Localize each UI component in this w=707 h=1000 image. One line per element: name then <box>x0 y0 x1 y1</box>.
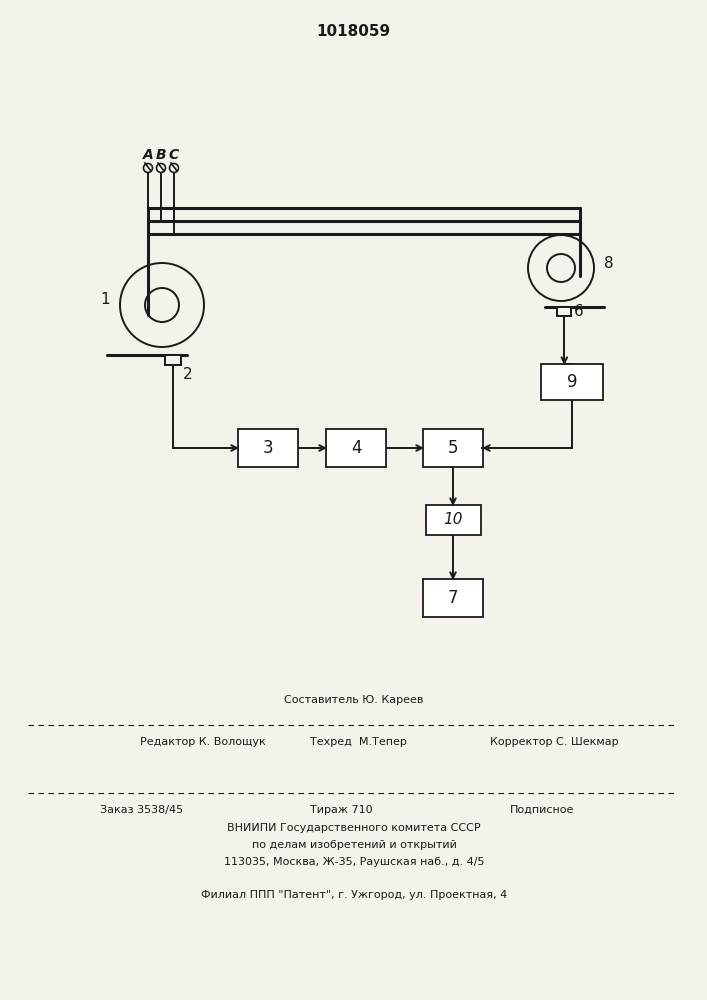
Text: 3: 3 <box>263 439 274 457</box>
Text: 10: 10 <box>443 512 463 528</box>
Bar <box>557 307 571 316</box>
Bar <box>326 429 386 467</box>
Text: Тираж 710: Тираж 710 <box>310 805 373 815</box>
Bar <box>541 364 603 400</box>
Text: Техред  М.Тепер: Техред М.Тепер <box>310 737 407 747</box>
Text: C: C <box>169 148 179 162</box>
Bar <box>423 579 483 617</box>
Text: 5: 5 <box>448 439 458 457</box>
Bar <box>426 505 481 535</box>
Text: Редактор К. Волощук: Редактор К. Волощук <box>140 737 266 747</box>
Text: Корректор С. Шекмар: Корректор С. Шекмар <box>490 737 619 747</box>
Text: 2: 2 <box>182 367 192 382</box>
Text: Составитель Ю. Кареев: Составитель Ю. Кареев <box>284 695 423 705</box>
Bar <box>165 355 180 365</box>
Text: 6: 6 <box>574 304 584 318</box>
Text: 1018059: 1018059 <box>317 24 390 39</box>
Text: Подписное: Подписное <box>510 805 574 815</box>
Bar <box>423 429 483 467</box>
Text: Заказ 3538/45: Заказ 3538/45 <box>100 805 183 815</box>
Text: 1: 1 <box>100 292 110 308</box>
Text: 7: 7 <box>448 589 458 607</box>
Text: Филиал ППП "Патент", г. Ужгород, ул. Проектная, 4: Филиал ППП "Патент", г. Ужгород, ул. Про… <box>201 890 507 900</box>
Text: 8: 8 <box>604 255 614 270</box>
Text: B: B <box>156 148 166 162</box>
Text: A: A <box>143 148 153 162</box>
Text: ВНИИПИ Государственного комитета СССР: ВНИИПИ Государственного комитета СССР <box>227 823 481 833</box>
Text: 4: 4 <box>351 439 361 457</box>
Text: 9: 9 <box>567 373 577 391</box>
Text: 113035, Москва, Ж-35, Раушская наб., д. 4/5: 113035, Москва, Ж-35, Раушская наб., д. … <box>223 857 484 867</box>
Text: по делам изобретений и открытий: по делам изобретений и открытий <box>252 840 457 850</box>
Bar <box>238 429 298 467</box>
